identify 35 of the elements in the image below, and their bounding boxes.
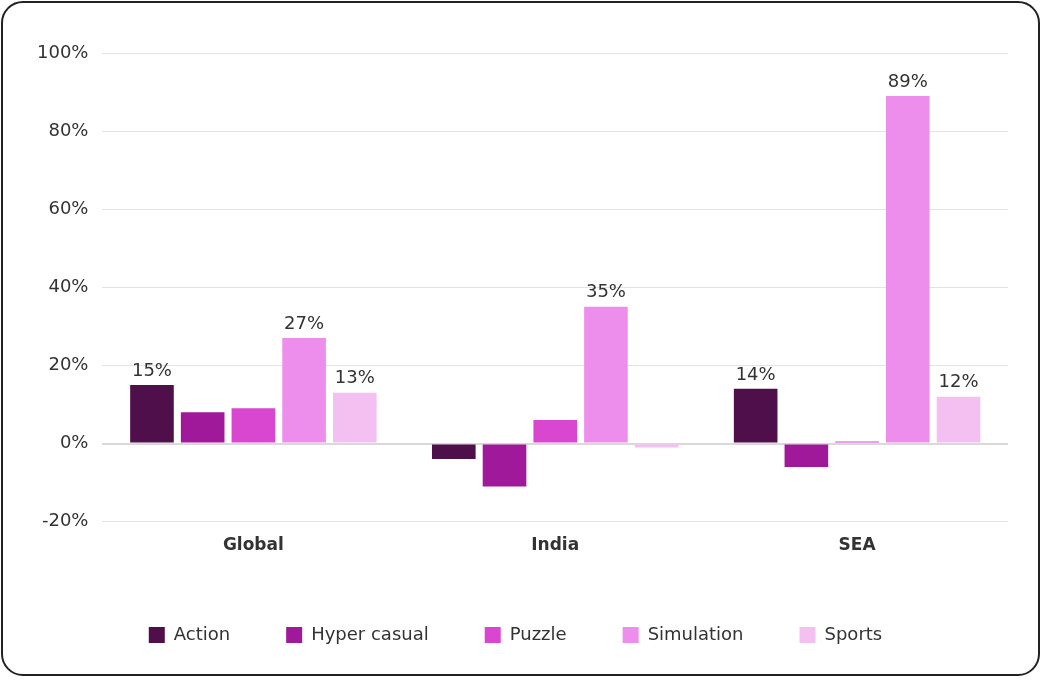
- legend-label: Sports: [824, 622, 883, 644]
- bar: [584, 306, 628, 443]
- y-tick-label: 100%: [36, 40, 89, 62]
- legend-label: Action: [173, 622, 231, 644]
- bar: [432, 444, 476, 460]
- legend-label: Hyper casual: [311, 622, 429, 644]
- bar: [231, 408, 276, 443]
- bar: [482, 444, 527, 487]
- bar: [784, 444, 829, 467]
- bar: [282, 338, 326, 443]
- data-label: 89%: [887, 69, 928, 91]
- bar: [533, 420, 578, 443]
- y-tick-label: 80%: [48, 118, 89, 140]
- y-tick-label: -20%: [41, 509, 89, 531]
- y-tick-label: 40%: [48, 274, 89, 296]
- data-label: 27%: [284, 311, 325, 333]
- data-label: 12%: [938, 370, 979, 392]
- bar: [936, 396, 981, 443]
- legend-label: Puzzle: [509, 622, 567, 644]
- x-tick-label: India: [531, 534, 580, 555]
- bar: [130, 384, 174, 443]
- x-tick-label: Global: [222, 534, 284, 555]
- data-label: 35%: [585, 280, 626, 302]
- x-tick-label: SEA: [838, 534, 877, 555]
- data-label: 14%: [735, 362, 776, 384]
- y-tick-label: 0%: [59, 431, 89, 453]
- bar: [733, 388, 778, 443]
- data-label: 15%: [131, 358, 172, 380]
- bar: [180, 412, 225, 443]
- legend-label: Simulation: [647, 622, 744, 644]
- bar: [333, 392, 377, 443]
- y-tick-label: 20%: [48, 353, 89, 375]
- bar: [885, 95, 930, 443]
- y-tick-label: 60%: [48, 196, 89, 218]
- data-label: 13%: [334, 366, 375, 388]
